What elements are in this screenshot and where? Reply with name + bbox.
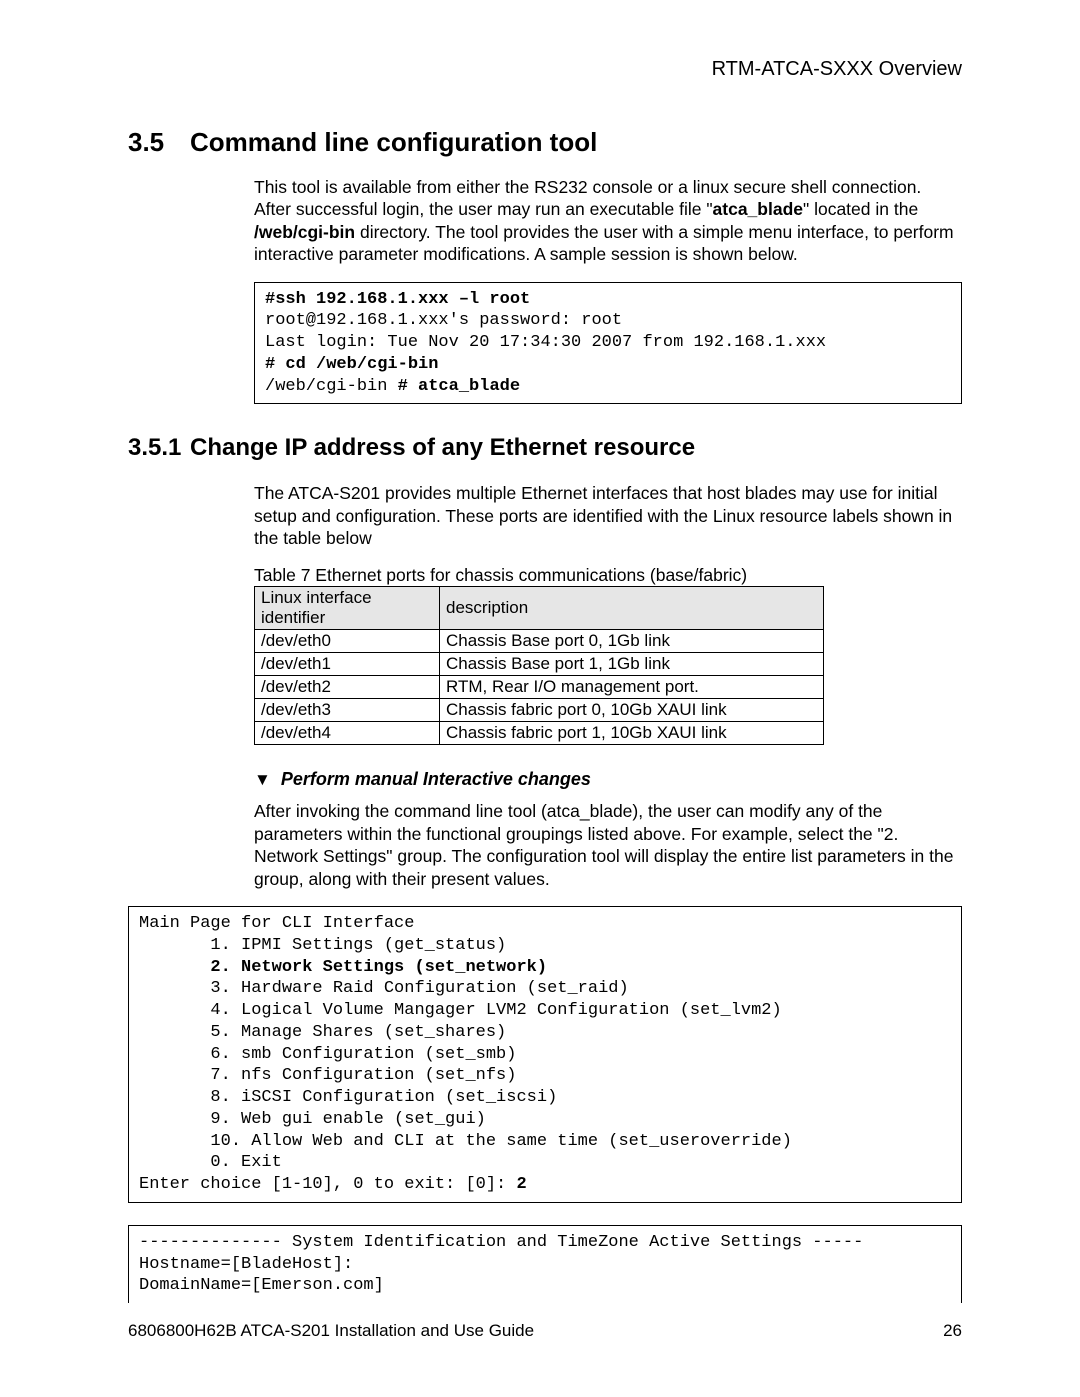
table-cell: Chassis fabric port 1, 10Gb XAUI link bbox=[440, 722, 824, 745]
ethernet-ports-table: Linux interface identifier description /… bbox=[254, 586, 824, 745]
table-cell: /dev/eth4 bbox=[255, 722, 440, 745]
code-line: 8. iSCSI Configuration (set_iscsi) bbox=[139, 1088, 557, 1107]
footer-left: 6806800H62B ATCA-S201 Installation and U… bbox=[128, 1321, 534, 1341]
text: " located in the bbox=[803, 199, 918, 219]
subsection-heading: 3.5.1 Change IP address of any Ethernet … bbox=[128, 434, 962, 462]
code-line: Main Page for CLI Interface bbox=[139, 914, 414, 933]
table-row: /dev/eth0Chassis Base port 0, 1Gb link bbox=[255, 630, 824, 653]
table-header-row: Linux interface identifier description bbox=[255, 587, 824, 630]
section-number: 3.5 bbox=[128, 127, 190, 158]
subsection-title: Change IP address of any Ethernet resour… bbox=[190, 434, 695, 462]
table-caption: Table 7 Ethernet ports for chassis commu… bbox=[254, 565, 962, 586]
table-cell: /dev/eth0 bbox=[255, 630, 440, 653]
table-row: /dev/eth2RTM, Rear I/O management port. bbox=[255, 676, 824, 699]
table-cell: RTM, Rear I/O management port. bbox=[440, 676, 824, 699]
code-line: -------------- System Identification and… bbox=[139, 1233, 863, 1252]
code-line: 0. Exit bbox=[139, 1153, 282, 1172]
table-cell: /dev/eth3 bbox=[255, 699, 440, 722]
table-row: /dev/eth4Chassis fabric port 1, 10Gb XAU… bbox=[255, 722, 824, 745]
code-line: # atca_blade bbox=[398, 377, 520, 396]
code-line: 7. nfs Configuration (set_nfs) bbox=[139, 1066, 516, 1085]
subsection-number: 3.5.1 bbox=[128, 434, 190, 462]
code-line: 10. Allow Web and CLI at the same time (… bbox=[139, 1132, 792, 1151]
code-line: root@192.168.1.xxx's password: root bbox=[265, 311, 622, 330]
triangle-icon: ▼ bbox=[254, 770, 271, 790]
code-block-system-id: -------------- System Identification and… bbox=[128, 1225, 962, 1303]
code-line: # cd /web/cgi-bin bbox=[265, 355, 438, 374]
table-cell: Chassis Base port 0, 1Gb link bbox=[440, 630, 824, 653]
table-cell: /dev/eth2 bbox=[255, 676, 440, 699]
table-header: description bbox=[440, 587, 824, 630]
procedure-title: Perform manual Interactive changes bbox=[281, 769, 591, 790]
procedure-heading: ▼ Perform manual Interactive changes bbox=[254, 769, 962, 790]
procedure-paragraph: After invoking the command line tool (at… bbox=[254, 800, 962, 890]
code-line: DomainName=[Emerson.com] bbox=[139, 1276, 384, 1295]
table-cell: Chassis fabric port 0, 10Gb XAUI link bbox=[440, 699, 824, 722]
code-line: 4. Logical Volume Mangager LVM2 Configur… bbox=[139, 1001, 782, 1020]
code-line: 3. Hardware Raid Configuration (set_raid… bbox=[139, 979, 629, 998]
text: directory. The tool provides the user wi… bbox=[254, 222, 954, 264]
code-line: 6. smb Configuration (set_smb) bbox=[139, 1045, 516, 1064]
page-header: RTM-ATCA-SXXX Overview bbox=[128, 58, 962, 81]
table-cell: Chassis Base port 1, 1Gb link bbox=[440, 653, 824, 676]
code-line: Enter choice [1-10], 0 to exit: [0]: bbox=[139, 1175, 516, 1194]
code-line: 2. Network Settings (set_network) bbox=[139, 958, 547, 977]
code-line: Hostname=[BladeHost]: bbox=[139, 1255, 353, 1274]
code-line: 1. IPMI Settings (get_status) bbox=[139, 936, 506, 955]
footer-page-number: 26 bbox=[943, 1321, 962, 1341]
code-line: 2 bbox=[516, 1175, 526, 1194]
section-title: Command line configuration tool bbox=[190, 127, 597, 158]
code-block-cli-menu: Main Page for CLI Interface 1. IPMI Sett… bbox=[128, 906, 962, 1203]
code-line: #ssh 192.168.1.xxx –l root bbox=[265, 290, 530, 309]
section-paragraph: This tool is available from either the R… bbox=[254, 176, 962, 266]
table-cell: /dev/eth1 bbox=[255, 653, 440, 676]
page-footer: 6806800H62B ATCA-S201 Installation and U… bbox=[128, 1321, 962, 1341]
code-line: /web/cgi-bin bbox=[265, 377, 398, 396]
code-line: Last login: Tue Nov 20 17:34:30 2007 fro… bbox=[265, 333, 826, 352]
code-block-ssh: #ssh 192.168.1.xxx –l root root@192.168.… bbox=[254, 282, 962, 405]
table-row: /dev/eth1Chassis Base port 1, 1Gb link bbox=[255, 653, 824, 676]
table-row: /dev/eth3Chassis fabric port 0, 10Gb XAU… bbox=[255, 699, 824, 722]
code-line: 5. Manage Shares (set_shares) bbox=[139, 1023, 506, 1042]
code-line: 9. Web gui enable (set_gui) bbox=[139, 1110, 486, 1129]
subsection-paragraph: The ATCA-S201 provides multiple Ethernet… bbox=[254, 482, 962, 549]
section-heading: 3.5 Command line configuration tool bbox=[128, 127, 962, 158]
table-header: Linux interface identifier bbox=[255, 587, 440, 630]
text-bold: /web/cgi-bin bbox=[254, 222, 355, 242]
text-bold: atca_blade bbox=[713, 199, 803, 219]
